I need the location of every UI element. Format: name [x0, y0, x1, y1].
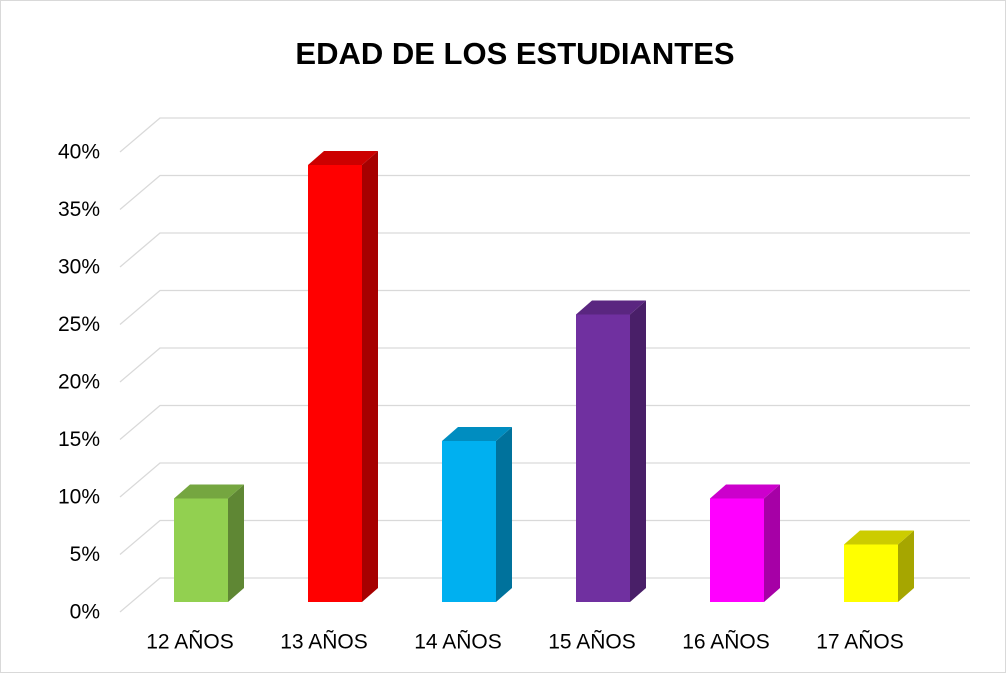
bar-top [576, 300, 646, 315]
bar-front [174, 498, 228, 602]
bar [174, 484, 244, 602]
grid-line [119, 404, 970, 440]
bar-side [496, 427, 512, 602]
y-tick-label: 5% [70, 543, 100, 566]
y-tick-label: 0% [70, 601, 100, 624]
x-tick-label: 16 AÑOS [682, 630, 770, 654]
bar-front [576, 314, 630, 602]
grid-line [119, 117, 970, 153]
grid-line [119, 232, 970, 268]
x-tick-label: 15 AÑOS [548, 630, 636, 654]
bar [710, 484, 780, 602]
bar [844, 530, 914, 602]
bar [442, 427, 512, 602]
bar-front [844, 544, 898, 602]
bar [308, 151, 378, 602]
grid-line [119, 519, 970, 555]
x-tick-label: 12 AÑOS [146, 630, 234, 654]
bar-top [308, 151, 378, 165]
bar [576, 300, 646, 602]
bar-side [228, 484, 244, 602]
bar-front [308, 165, 362, 602]
y-tick-label: 40% [58, 141, 100, 164]
bar-side [898, 530, 914, 602]
bar-front [710, 498, 764, 602]
bar-top [710, 484, 780, 499]
bar-front [442, 441, 496, 602]
x-tick-label: 17 AÑOS [816, 630, 904, 654]
grid-line [119, 289, 970, 325]
bar-side [630, 300, 646, 602]
bar-side [362, 151, 378, 602]
y-tick-label: 25% [58, 313, 100, 336]
y-tick-label: 20% [58, 371, 100, 394]
x-tick-label: 14 AÑOS [414, 630, 502, 654]
bar-top [442, 427, 512, 441]
grid-line [119, 462, 970, 498]
grid-line [119, 347, 970, 383]
y-tick-label: 30% [58, 256, 100, 279]
chart-title: EDAD DE LOS ESTUDIANTES [295, 36, 734, 71]
y-tick-label: 15% [58, 428, 100, 451]
bar-top [174, 484, 244, 499]
y-tick-label: 10% [58, 486, 100, 509]
grid-line [119, 577, 970, 613]
y-tick-label: 35% [58, 198, 100, 221]
bar-top [844, 530, 914, 545]
x-tick-label: 13 AÑOS [280, 630, 368, 654]
bar-side [764, 484, 780, 602]
grid-line [119, 174, 970, 210]
